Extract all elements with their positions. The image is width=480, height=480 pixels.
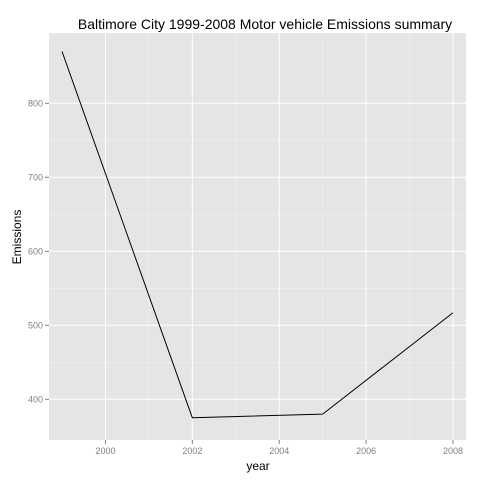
chart-title: Baltimore City 1999-2008 Motor vehicle E… [78, 16, 452, 32]
y-tick-label: 500 [28, 320, 43, 330]
x-axis-title: year [246, 459, 269, 473]
y-tick-label: 700 [28, 172, 43, 182]
x-tick-label: 2002 [182, 446, 202, 456]
grid-major [49, 33, 466, 440]
x-axis-ticks: 2000 2002 2004 2006 2008 [95, 440, 463, 456]
x-tick-label: 2000 [95, 446, 115, 456]
x-tick-label: 2004 [269, 446, 289, 456]
series-layer [61, 51, 454, 419]
y-axis-title: Emissions [10, 210, 24, 265]
series-line-0 [61, 51, 454, 419]
y-tick-label: 800 [28, 98, 43, 108]
x-tick-label: 2008 [443, 446, 463, 456]
grid-minor [49, 33, 466, 440]
x-tick-label: 2006 [356, 446, 376, 456]
y-axis-ticks: 400 500 600 700 800 [28, 98, 49, 404]
y-tick-label: 600 [28, 246, 43, 256]
y-tick-label: 400 [28, 394, 43, 404]
plot-panel [49, 33, 466, 440]
